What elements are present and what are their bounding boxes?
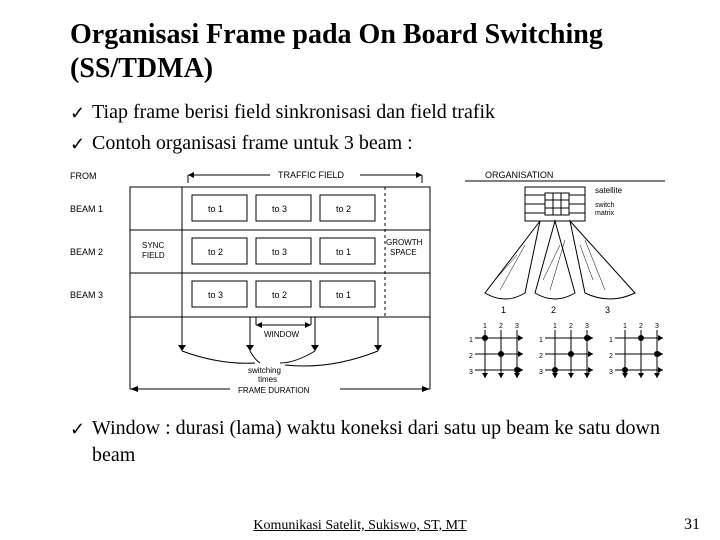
right-diagram: ORGANISATION satellite switc — [465, 170, 665, 378]
svg-text:2: 2 — [539, 353, 543, 360]
svg-text:3: 3 — [609, 369, 613, 376]
svg-text:2: 2 — [469, 353, 473, 360]
svg-text:1: 1 — [469, 337, 473, 344]
check-icon: ✓ — [70, 415, 92, 441]
slide: Organisasi Frame pada On Board Switching… — [0, 0, 720, 540]
svg-text:3: 3 — [655, 323, 659, 330]
bullet-item: ✓ Contoh organisasi frame untuk 3 beam : — [70, 130, 680, 157]
cell: to 3 — [208, 290, 223, 300]
footer-text: Komunikasi Satelit, Sukiswo, ST, MT — [0, 518, 720, 534]
beam-num: 3 — [605, 305, 610, 315]
cell: to 3 — [272, 247, 287, 257]
bullet-item: ✓ Tiap frame berisi field sinkronisasi d… — [70, 99, 680, 126]
bullet-text: Tiap frame berisi field sinkronisasi dan… — [92, 99, 680, 126]
svg-text:2: 2 — [609, 353, 613, 360]
from-label: FROM — [70, 171, 97, 181]
svg-text:1: 1 — [623, 323, 627, 330]
page-title: Organisasi Frame pada On Board Switching… — [70, 18, 680, 85]
svg-text:3: 3 — [469, 369, 473, 376]
bullet-list-top: ✓ Tiap frame berisi field sinkronisasi d… — [70, 99, 680, 157]
traffic-field-label: TRAFFIC FIELD — [278, 170, 345, 180]
sync-label: SYNC FIELD — [142, 241, 166, 260]
beam-cones — [485, 221, 635, 299]
diagram: FROM TRAFFIC FIELD BEAM 1 — [70, 165, 680, 405]
svg-text:2: 2 — [499, 323, 503, 330]
check-icon: ✓ — [70, 130, 92, 156]
beam-label: BEAM 3 — [70, 290, 103, 300]
switch-grids: 1 2 3 1 2 3 — [469, 323, 663, 378]
beam-label: BEAM 1 — [70, 204, 103, 214]
cell: to 1 — [208, 204, 223, 214]
cell: to 2 — [336, 204, 351, 214]
beam-label: BEAM 2 — [70, 247, 103, 257]
bullet-text: Contoh organisasi frame untuk 3 beam : — [92, 130, 680, 157]
bullet-list-bottom: ✓ Window : durasi (lama) waktu koneksi d… — [70, 415, 680, 469]
switching-label: switching times — [248, 366, 283, 384]
svg-text:2: 2 — [569, 323, 573, 330]
beam-num: 1 — [501, 305, 506, 315]
svg-text:1: 1 — [483, 323, 487, 330]
svg-text:1: 1 — [553, 323, 557, 330]
svg-text:3: 3 — [515, 323, 519, 330]
svg-text:1: 1 — [539, 337, 543, 344]
svg-text:3: 3 — [539, 369, 543, 376]
page-number: 31 — [684, 516, 700, 534]
left-diagram: FROM TRAFFIC FIELD BEAM 1 — [70, 167, 430, 396]
cell: to 1 — [336, 290, 351, 300]
svg-text:1: 1 — [609, 337, 613, 344]
svg-text:2: 2 — [639, 323, 643, 330]
bullet-item: ✓ Window : durasi (lama) waktu koneksi d… — [70, 415, 680, 469]
cell: to 2 — [208, 247, 223, 257]
svg-text:3: 3 — [585, 323, 589, 330]
cell: to 3 — [272, 204, 287, 214]
bullet-text: Window : durasi (lama) waktu koneksi dar… — [92, 415, 680, 469]
frame-duration-label: FRAME DURATION — [238, 386, 310, 395]
cell: to 1 — [336, 247, 351, 257]
organisation-label: ORGANISATION — [485, 170, 553, 180]
traffic-cells: to 1 to 3 to 2 to 2 to 3 to 1 to 3 to 2 — [192, 195, 375, 307]
beam-num: 2 — [551, 305, 556, 315]
cell: to 2 — [272, 290, 287, 300]
satellite-label: satellite — [595, 186, 623, 195]
check-icon: ✓ — [70, 99, 92, 125]
window-label: WINDOW — [264, 330, 300, 339]
switch-matrix-label: switch matrix — [595, 202, 616, 217]
diagram-svg: FROM TRAFFIC FIELD BEAM 1 — [70, 165, 680, 400]
